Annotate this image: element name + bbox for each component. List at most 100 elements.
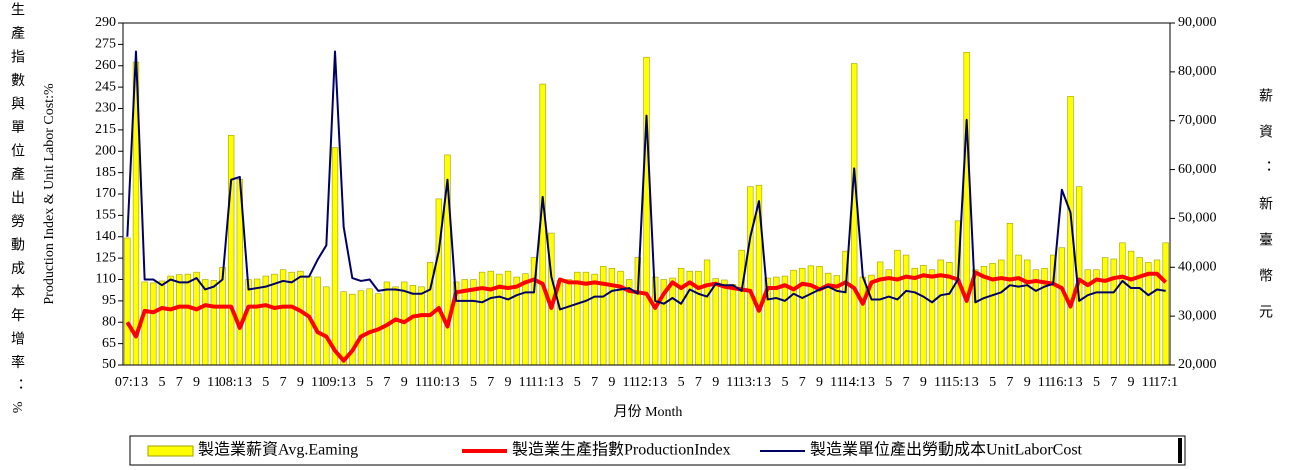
y2-tick-label: 70,000 xyxy=(1178,113,1217,128)
bar xyxy=(928,269,936,366)
x-tick-label: 07:1 xyxy=(115,375,140,390)
x-tick-label: 11 xyxy=(207,375,220,390)
bar xyxy=(738,249,745,366)
x-tick-label: 3 xyxy=(1076,375,1083,390)
x-tick-label: 7 xyxy=(1006,375,1013,390)
bar xyxy=(790,269,797,366)
bar xyxy=(963,52,970,366)
x-tick-label: 11:1 xyxy=(530,375,554,390)
bar xyxy=(565,279,572,366)
x-tick-label: 3 xyxy=(764,375,771,390)
x-tick-label: 14:1 xyxy=(842,375,867,390)
x-tick-label: 9 xyxy=(920,375,927,390)
y-tick-label: 110 xyxy=(96,272,116,287)
bar xyxy=(271,273,278,366)
y-label-cn: 生產指數與單位產出勞動成本年增率：% xyxy=(9,2,24,423)
x-tick-label: 11 xyxy=(311,375,324,390)
bar xyxy=(1127,250,1135,366)
x-tick-label: 9 xyxy=(297,375,304,390)
bar xyxy=(288,271,295,366)
x-tick-label: 11 xyxy=(726,375,739,390)
y-label: Production Index & Unit Labor Cost:% xyxy=(42,83,57,305)
line xyxy=(126,50,1166,311)
bar xyxy=(202,279,209,366)
x-tick-label: 5 xyxy=(781,375,788,390)
x-tick-label: 11 xyxy=(830,375,843,390)
x-tick-label: 5 xyxy=(262,375,269,390)
bar xyxy=(228,135,235,366)
x-tick-label: 5 xyxy=(678,375,685,390)
x-tick-label: 7 xyxy=(383,375,390,390)
x-tick-label: 9 xyxy=(1128,375,1135,390)
x-tick-label: 11 xyxy=(519,375,532,390)
y2-tick-label: 90,000 xyxy=(1178,15,1217,30)
bar xyxy=(392,286,399,366)
y-tick-label: 260 xyxy=(95,58,116,73)
legend-box xyxy=(129,435,1186,466)
x-tick-label: 11 xyxy=(934,375,947,390)
x-tick-label: 9 xyxy=(608,375,615,390)
x-tick-label: 7 xyxy=(591,375,598,390)
bar xyxy=(920,265,927,366)
bar xyxy=(1024,259,1031,366)
y2-label: 薪資：新臺幣元 xyxy=(1257,88,1272,340)
bar xyxy=(556,280,564,366)
x-tick-label: 9 xyxy=(1024,375,1031,390)
bar xyxy=(807,265,815,366)
bar xyxy=(435,198,442,366)
bar xyxy=(124,237,131,366)
x-tick-label: 15:1 xyxy=(946,375,971,390)
bar xyxy=(1058,247,1065,366)
bar xyxy=(859,276,866,366)
x-tick-label: 5 xyxy=(989,375,996,390)
x-tick-label: 11 xyxy=(622,375,635,390)
y2-tick-label: 30,000 xyxy=(1178,308,1217,323)
bar xyxy=(643,56,650,366)
y-tick-label: 95 xyxy=(102,293,116,308)
bar xyxy=(331,147,339,366)
bar xyxy=(409,285,417,366)
bar xyxy=(851,63,858,366)
bar xyxy=(1093,269,1100,366)
x-tick-label: 9 xyxy=(505,375,512,390)
y-tick-label: 215 xyxy=(95,122,116,137)
x-tick-label: 16:1 xyxy=(1049,375,1074,390)
bar xyxy=(193,271,200,366)
y-tick-label: 65 xyxy=(102,336,116,351)
x-tick-label: 5 xyxy=(158,375,165,390)
y-tick-label: 185 xyxy=(95,165,116,180)
bar xyxy=(729,284,737,366)
x-tick-label: 5 xyxy=(470,375,477,390)
x-tick-label: 12:1 xyxy=(634,375,659,390)
bar xyxy=(323,286,330,366)
x-tick-label: 13:1 xyxy=(738,375,763,390)
x-tick-label: 5 xyxy=(366,375,373,390)
line xyxy=(125,270,1168,363)
bar xyxy=(911,267,918,366)
bar xyxy=(721,279,728,366)
bar xyxy=(1032,269,1040,366)
y-tick-label: 230 xyxy=(95,101,116,116)
bar xyxy=(513,276,520,366)
y2-tick-label: 80,000 xyxy=(1178,64,1217,79)
legend-swatch xyxy=(147,445,194,457)
bar xyxy=(608,267,616,366)
bar xyxy=(600,266,607,366)
x-tick-label: 3 xyxy=(660,375,667,390)
x-tick-label: 9 xyxy=(712,375,719,390)
x-tick-label: 7 xyxy=(487,375,494,390)
x-tick-label: 7 xyxy=(176,375,183,390)
bar xyxy=(279,269,287,366)
bar xyxy=(1136,257,1143,366)
bar xyxy=(418,286,425,366)
bar xyxy=(591,273,598,366)
x-tick-label: 10:1 xyxy=(426,375,451,390)
bar xyxy=(210,280,218,366)
bar xyxy=(245,279,252,366)
x-tick-label: 7 xyxy=(903,375,910,390)
bar xyxy=(1101,257,1109,366)
bar xyxy=(176,274,183,366)
bar xyxy=(314,276,321,366)
x-tick-label: 11 xyxy=(415,375,428,390)
